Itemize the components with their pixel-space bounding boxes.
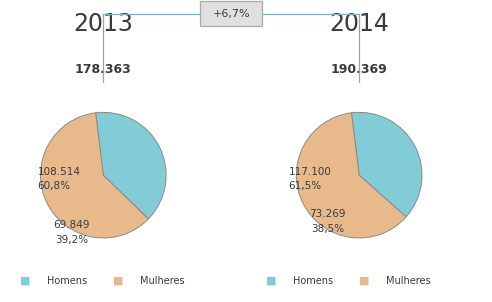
Text: 178.363: 178.363 <box>75 63 132 76</box>
Wedge shape <box>40 113 149 238</box>
Wedge shape <box>296 113 406 238</box>
Text: 60,8%: 60,8% <box>37 181 70 191</box>
Text: 2013: 2013 <box>73 12 133 36</box>
Wedge shape <box>351 112 422 217</box>
Text: Homens: Homens <box>293 276 333 286</box>
Text: Mulheres: Mulheres <box>140 276 185 286</box>
Text: +6,7%: +6,7% <box>213 8 250 19</box>
Text: 73.269: 73.269 <box>309 209 346 220</box>
Text: 38,5%: 38,5% <box>311 223 344 233</box>
Wedge shape <box>95 112 166 219</box>
Text: ■: ■ <box>20 276 30 286</box>
Text: 69.849: 69.849 <box>54 220 90 230</box>
Text: 117.100: 117.100 <box>288 167 332 177</box>
Text: 108.514: 108.514 <box>37 167 80 177</box>
FancyBboxPatch shape <box>201 1 262 26</box>
Text: ■: ■ <box>266 276 276 286</box>
Text: Mulheres: Mulheres <box>386 276 431 286</box>
Text: 190.369: 190.369 <box>331 63 388 76</box>
Text: 2014: 2014 <box>329 12 389 36</box>
Text: ■: ■ <box>113 276 123 286</box>
Text: Homens: Homens <box>47 276 87 286</box>
Text: ■: ■ <box>359 276 369 286</box>
Text: 39,2%: 39,2% <box>55 235 89 245</box>
Text: 61,5%: 61,5% <box>288 181 322 191</box>
